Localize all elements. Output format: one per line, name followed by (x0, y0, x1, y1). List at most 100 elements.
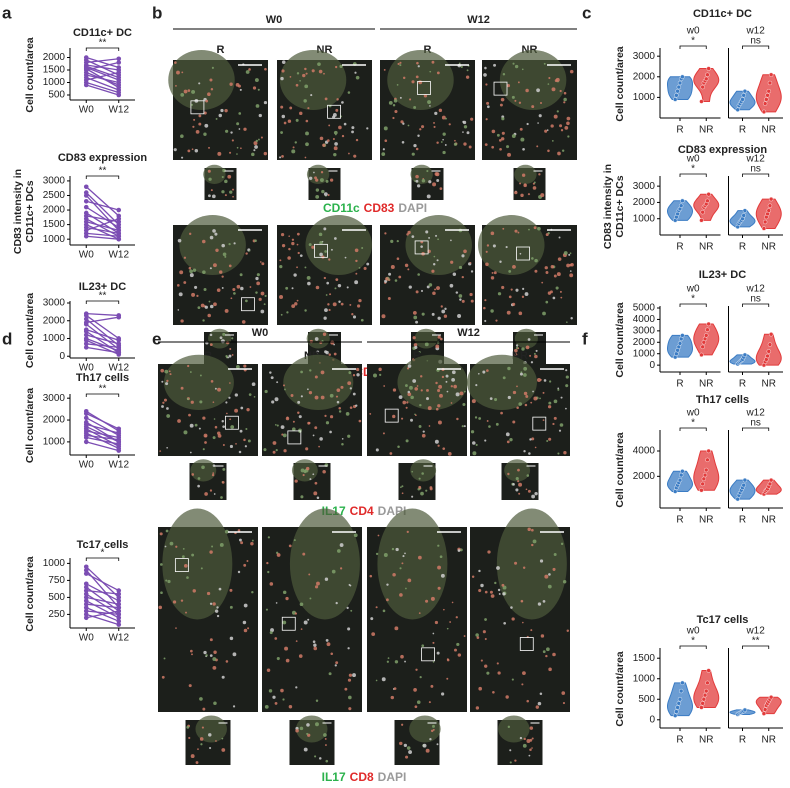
cell (348, 152, 350, 155)
cell (410, 418, 413, 422)
cell (188, 736, 191, 740)
cell (233, 292, 236, 295)
stain-name: CD8 (350, 770, 374, 784)
cell (558, 429, 562, 432)
point (741, 93, 746, 98)
cell (294, 141, 297, 144)
cell (413, 315, 418, 320)
cell (208, 733, 212, 737)
cell (340, 302, 344, 306)
cell (185, 611, 187, 614)
cell (509, 749, 512, 752)
cell (415, 179, 419, 183)
cell (355, 138, 359, 142)
cell (395, 547, 399, 552)
point (699, 99, 704, 104)
cell (166, 407, 169, 410)
cell (430, 684, 434, 688)
cell (333, 152, 337, 157)
cell (263, 100, 268, 105)
cell (434, 172, 439, 176)
cell (224, 308, 229, 313)
point (674, 709, 679, 714)
cell (222, 467, 226, 471)
cell (429, 105, 431, 107)
cell (204, 435, 207, 438)
cell (519, 736, 523, 740)
cell (355, 404, 358, 407)
cell (484, 664, 488, 668)
cell (334, 664, 337, 667)
cell (180, 134, 184, 138)
roi-box (384, 408, 399, 423)
cell (519, 372, 523, 376)
cell (190, 754, 195, 759)
cell (436, 71, 440, 75)
cell (189, 371, 192, 373)
cell (295, 83, 299, 87)
column-header: R (424, 44, 432, 56)
cell (231, 337, 234, 340)
cell (229, 190, 233, 194)
cell (169, 541, 174, 546)
cell (159, 563, 163, 566)
point (679, 472, 684, 478)
cell (437, 565, 442, 570)
cell (499, 103, 503, 107)
pair-line (86, 232, 119, 237)
cell (264, 704, 269, 709)
cell (522, 743, 527, 748)
point (742, 208, 748, 213)
cell (221, 420, 225, 423)
cell (268, 689, 273, 693)
cell (492, 244, 496, 248)
cell (306, 275, 311, 280)
cell (257, 138, 260, 141)
cell (230, 297, 233, 300)
cell (267, 570, 270, 574)
x-tick-label: NR (699, 125, 713, 136)
cell (565, 375, 569, 379)
cell (537, 226, 541, 231)
cell (324, 308, 328, 313)
cell (404, 263, 409, 268)
cell (200, 567, 203, 570)
cell (191, 473, 195, 476)
sig-label: ** (99, 166, 107, 177)
cell (201, 726, 204, 729)
y-tick-label: 750 (48, 575, 65, 586)
point (116, 60, 122, 65)
cell (165, 382, 169, 386)
cell (180, 319, 184, 323)
pair-line (86, 610, 119, 616)
pair-line (86, 610, 119, 619)
x-tick-label: R (676, 515, 683, 526)
cell (239, 538, 242, 542)
cell (269, 582, 274, 586)
cell (226, 412, 228, 415)
cell (319, 757, 322, 760)
cell (295, 729, 299, 733)
cell (213, 493, 216, 495)
cell (401, 485, 404, 488)
cell (421, 433, 426, 438)
cell (517, 480, 520, 483)
cell (348, 707, 352, 711)
cell (229, 382, 231, 384)
cell (418, 477, 421, 480)
cell (475, 706, 480, 710)
cell (331, 569, 336, 574)
pair-line (86, 436, 119, 445)
cell (198, 427, 201, 430)
x-tick-label: W0 (79, 105, 94, 116)
cell (553, 114, 558, 119)
cell (462, 120, 467, 125)
tissue-region (163, 354, 234, 410)
cell (292, 420, 295, 423)
x-tick-label: R (739, 515, 746, 526)
point (83, 605, 89, 610)
cell (175, 627, 177, 629)
tissue-region (504, 459, 531, 482)
cell (328, 124, 331, 127)
cell (399, 567, 402, 570)
